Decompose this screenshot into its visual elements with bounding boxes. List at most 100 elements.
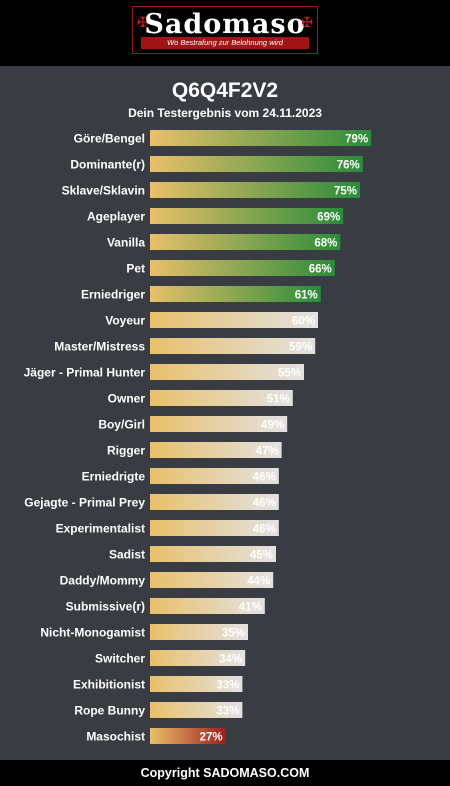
category-label: Switcher [95,652,145,666]
bar [150,364,304,380]
bar [150,494,279,510]
value-label: 34% [219,654,242,666]
bar-row: Daddy/Mommy 44% [60,572,274,588]
value-label: 27% [200,732,223,744]
bar-row: Vanilla 68% [107,234,341,250]
category-label: Nicht-Monogamist [40,626,145,640]
value-label: 76% [337,160,360,172]
bar [150,286,321,302]
bar [150,130,372,146]
category-label: Exhibitionist [73,678,145,692]
value-label: 61% [295,290,318,302]
bar [150,416,288,432]
bar-row: Sadist 45% [109,546,276,562]
bar-row: Switcher 34% [95,650,246,666]
value-label: 69% [317,212,340,224]
category-label: Vanilla [107,236,145,250]
value-label: 41% [239,602,262,614]
value-label: 79% [345,134,368,146]
bar-row: Experimentalist 46% [56,520,279,536]
bar [150,156,363,172]
bar-row: Rope Bunny 33% [74,702,243,718]
bar [150,624,248,640]
brand-logo[interactable]: ✠ Sadomaso ✠ Wo Bestrafung zur Belohnung… [132,6,318,54]
value-label: 35% [222,628,245,640]
bar [150,208,344,224]
value-label: 60% [292,316,315,328]
value-label: 59% [289,342,312,354]
bar-row: Erniedriger 61% [81,286,321,302]
category-label: Dominante(r) [70,158,145,172]
category-label: Experimentalist [56,522,145,536]
bar [150,572,274,588]
category-label: Owner [108,392,146,406]
ornament-right-icon: ✠ [301,14,313,30]
value-label: 46% [253,472,276,484]
bar-row: Masochist 27% [86,728,226,744]
bar [150,234,341,250]
value-label: 46% [253,524,276,536]
bar-row: Dominante(r) 76% [70,156,363,172]
value-label: 44% [247,576,270,588]
brand-name: Sadomaso [144,9,306,40]
ornament-left-icon: ✠ [137,14,149,30]
category-label: Boy/Girl [98,418,145,432]
value-label: 66% [309,264,332,276]
category-label: Erniedriger [81,288,145,302]
value-label: 55% [278,368,301,380]
bar-row: Pet 66% [126,260,335,276]
category-label: Sadist [109,548,145,562]
category-label: Rope Bunny [74,704,145,718]
category-label: Submissive(r) [66,600,145,614]
bar-row: Gejagte - Primal Prey 46% [24,494,279,510]
value-label: 47% [256,446,279,458]
bar [150,468,279,484]
bar-row: Ageplayer 69% [87,208,344,224]
bar [150,338,316,354]
bar [150,182,360,198]
value-label: 49% [261,420,284,432]
category-label: Gejagte - Primal Prey [24,496,145,510]
bar-row: Erniedrigte 46% [82,468,279,484]
bar-row: Nicht-Monogamist 35% [40,624,248,640]
bar [150,260,335,276]
bar [150,390,293,406]
bar-row: Jäger - Primal Hunter 55% [24,364,304,380]
bar [150,650,246,666]
bar-row: Rigger 47% [107,442,282,458]
value-label: 33% [216,706,239,718]
bar-row: Voyeur 60% [105,312,318,328]
bar-row: Sklave/Sklavin 75% [62,182,360,198]
bar [150,676,243,692]
bar [150,520,279,536]
bar [150,312,318,328]
category-label: Daddy/Mommy [60,574,146,588]
category-label: Göre/Bengel [74,132,145,146]
category-label: Erniedrigte [82,470,146,484]
bar-row: Submissive(r) 41% [66,598,265,614]
value-label: 46% [253,498,276,510]
bar [150,702,243,718]
category-label: Pet [126,262,145,276]
brand-tagline: Wo Bestrafung zur Belohnung wird [141,37,309,49]
bar-row: Göre/Bengel 79% [74,130,372,146]
value-label: 68% [314,238,337,250]
value-label: 75% [334,186,357,198]
value-label: 45% [250,550,273,562]
category-label: Voyeur [105,314,145,328]
result-subtitle: Dein Testergebnis vom 24.11.2023 [128,106,322,120]
category-label: Jäger - Primal Hunter [24,366,146,380]
footer-copyright: Copyright SADOMASO.COM [0,760,450,786]
result-id: Q6Q4F2V2 [171,79,279,102]
category-label: Rigger [107,444,145,458]
header: ✠ Sadomaso ✠ Wo Bestrafung zur Belohnung… [0,0,450,66]
bar [150,598,265,614]
bar [150,442,282,458]
category-label: Masochist [86,730,145,744]
category-label: Sklave/Sklavin [62,184,145,198]
bar-row: Boy/Girl 49% [98,416,288,432]
bar-row: Exhibitionist 33% [73,676,243,692]
category-label: Ageplayer [87,210,145,224]
bar-row: Master/Mistress 59% [54,338,316,354]
bar [150,546,276,562]
